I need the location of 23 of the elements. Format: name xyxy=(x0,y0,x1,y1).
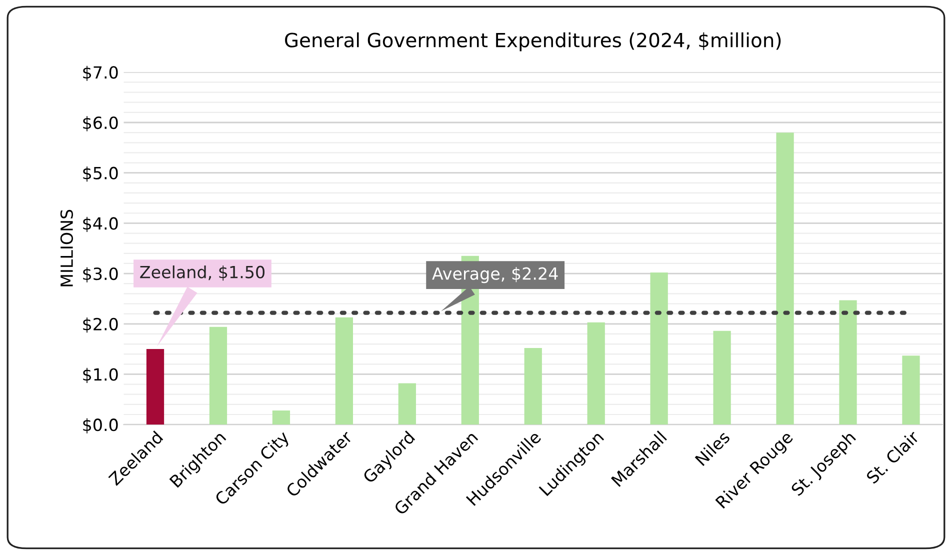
bar xyxy=(650,272,668,425)
annotation: Zeeland, $1.50 xyxy=(140,265,264,281)
bar xyxy=(776,132,794,425)
y-tick-label: $3.0 xyxy=(83,267,118,282)
bar xyxy=(902,356,920,425)
y-tick-label: $5.0 xyxy=(83,166,118,182)
bar xyxy=(587,322,605,425)
y-tick-label: $4.0 xyxy=(83,216,118,232)
bar xyxy=(209,326,228,425)
bar xyxy=(524,348,542,425)
y-tick-label: $2.0 xyxy=(83,318,118,333)
ref-line-label: Average, $2.24 xyxy=(432,266,558,284)
bar xyxy=(146,349,164,425)
chart-title: General Government Expenditures (2024, $million) xyxy=(285,32,781,52)
y-axis-title: MILLIONS xyxy=(60,210,74,286)
bar xyxy=(839,300,857,425)
y-tick-label: $7.0 xyxy=(83,66,118,81)
bar xyxy=(335,317,353,425)
bar xyxy=(713,330,731,425)
bar xyxy=(398,383,416,425)
y-tick-label: $6.0 xyxy=(83,116,118,132)
y-tick-label: $1.0 xyxy=(83,368,118,384)
bar xyxy=(272,410,290,425)
